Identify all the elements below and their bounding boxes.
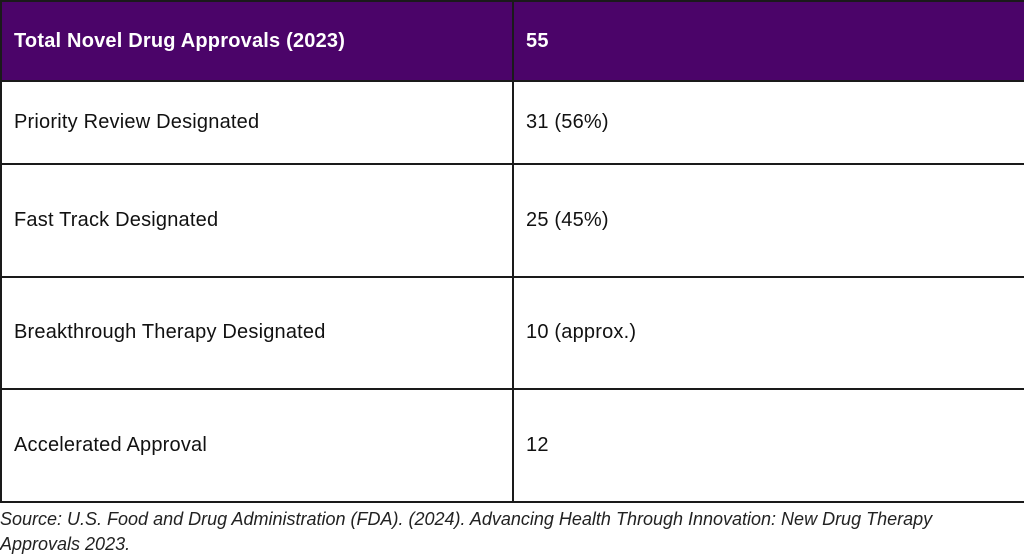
row-value-cell: 10 (approx.) — [512, 275, 1024, 391]
table-row: Priority Review Designated 31 (56%) — [0, 80, 1024, 165]
row-label-cell: Breakthrough Therapy Designated — [0, 275, 514, 391]
approvals-table: Total Novel Drug Approvals (2023) 55 Pri… — [0, 0, 1024, 503]
table-row: Fast Track Designated 25 (45%) — [0, 162, 1024, 278]
row-value-cell: 31 (56%) — [512, 80, 1024, 165]
table-row: Accelerated Approval 12 — [0, 388, 1024, 503]
row-label-cell: Priority Review Designated — [0, 80, 514, 165]
table-row: Breakthrough Therapy Designated 10 (appr… — [0, 275, 1024, 391]
header-label-cell: Total Novel Drug Approvals (2023) — [0, 0, 514, 83]
row-label-cell: Accelerated Approval — [0, 388, 514, 503]
header-value-cell: 55 — [512, 0, 1024, 83]
row-value-cell: 12 — [512, 388, 1024, 503]
row-label-cell: Fast Track Designated — [0, 162, 514, 278]
source-citation: Source: U.S. Food and Drug Administratio… — [0, 509, 933, 554]
table-header-row: Total Novel Drug Approvals (2023) 55 — [0, 0, 1024, 83]
row-value-cell: 25 (45%) — [512, 162, 1024, 278]
